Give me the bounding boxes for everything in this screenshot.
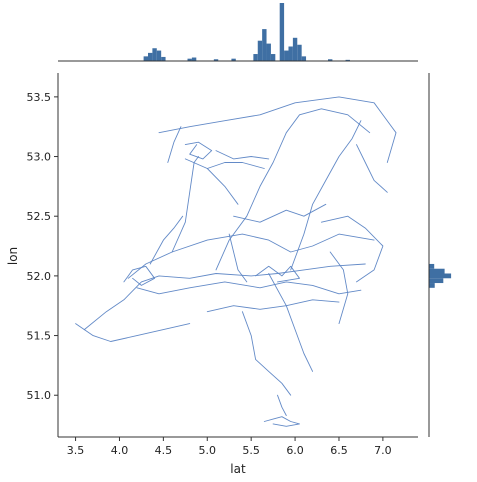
top-hist-bar-3 — [156, 50, 162, 61]
track-line-16 — [149, 215, 184, 265]
x-tick-label-6: 6.5 — [330, 444, 348, 457]
track-line-18 — [329, 251, 349, 325]
top-hist-bar-19 — [301, 56, 307, 61]
x-tick-label-2: 4.5 — [155, 444, 173, 457]
top-hist-bar-9 — [253, 54, 258, 61]
track-line-3 — [136, 281, 362, 295]
right-hist-bar-1 — [429, 278, 444, 284]
track-line-12 — [206, 299, 340, 313]
track-line-14 — [184, 158, 239, 205]
track-line-1 — [83, 263, 366, 331]
x-tick-label-1: 4.0 — [111, 444, 129, 457]
x-tick-label-0: 3.5 — [67, 444, 85, 457]
y-tick-label-4: 53.0 — [27, 151, 52, 164]
top-hist-bar-16 — [288, 46, 293, 61]
top-hist-bar-18 — [297, 44, 302, 61]
right-hist-bar-0 — [429, 283, 435, 288]
top-hist-bar-0 — [143, 56, 148, 61]
y-tick-label-2: 52.0 — [27, 270, 52, 283]
track-line-22 — [215, 150, 270, 160]
x-tick-label-4: 5.5 — [242, 444, 260, 457]
top-hist-bar-13 — [270, 54, 276, 61]
x-axis: 3.5 4.0 4.5 5.0 5.5 6.0 6.5 7.0 — [67, 437, 392, 457]
track-line-25 — [123, 265, 156, 286]
track-line-21 — [184, 141, 213, 160]
top-hist-bar-17 — [292, 37, 298, 61]
top-hist-bar-15 — [284, 50, 289, 61]
track-line-2 — [127, 233, 375, 279]
y-axis-label: lon — [6, 247, 20, 265]
top-hist-bar-12 — [266, 43, 271, 61]
right-hist-bar-4 — [429, 263, 435, 269]
track-line-11 — [320, 215, 384, 283]
track-line-17 — [228, 233, 248, 283]
track-line-26 — [255, 265, 300, 283]
y-tick-label-0: 51.0 — [27, 389, 52, 402]
top-hist-bar-21 — [345, 59, 350, 61]
y-tick-label-5: 53.5 — [27, 91, 52, 104]
track-line-9 — [241, 311, 292, 396]
x-tick-label-7: 7.0 — [374, 444, 392, 457]
track-line-24 — [356, 144, 388, 193]
top-hist-bar-10 — [257, 40, 263, 61]
x-axis-label: lat — [230, 462, 246, 476]
y-axis: 51.0 51.5 52.0 52.5 53.0 53.5 — [27, 91, 58, 402]
track-line-4 — [171, 156, 199, 253]
x-tick-label-3: 5.0 — [199, 444, 217, 457]
track-line-13 — [233, 203, 327, 223]
top-hist-bar-8 — [231, 58, 236, 61]
track-line-23 — [167, 126, 182, 163]
plot-area — [75, 96, 397, 427]
track-line-20 — [277, 394, 287, 416]
top-hist-bar-5 — [187, 58, 192, 61]
top-hist-bar-2 — [152, 48, 157, 61]
top-hist-bar-4 — [161, 56, 166, 61]
y-tick-label-1: 51.5 — [27, 330, 52, 343]
track-line-10 — [268, 273, 314, 372]
right-marginal-histogram — [429, 263, 452, 288]
top-hist-bar-6 — [191, 57, 197, 61]
track-line-7 — [158, 96, 397, 163]
x-tick-label-5: 6.0 — [286, 444, 304, 457]
top-marginal-histogram — [143, 3, 350, 61]
right-hist-bar-2 — [429, 273, 452, 279]
track-line-15 — [206, 162, 265, 169]
track-line-19 — [263, 416, 300, 427]
y-tick-label-3: 52.5 — [27, 210, 52, 223]
top-hist-bar-7 — [213, 59, 219, 61]
top-hist-bar-1 — [148, 52, 153, 61]
top-hist-bar-14 — [279, 3, 285, 61]
top-hist-bar-11 — [262, 29, 267, 61]
track-line-5 — [215, 108, 371, 271]
right-hist-bar-3 — [429, 268, 445, 274]
top-hist-bar-20 — [328, 59, 333, 61]
track-line-6 — [290, 120, 362, 271]
track-line-8 — [75, 323, 191, 342]
